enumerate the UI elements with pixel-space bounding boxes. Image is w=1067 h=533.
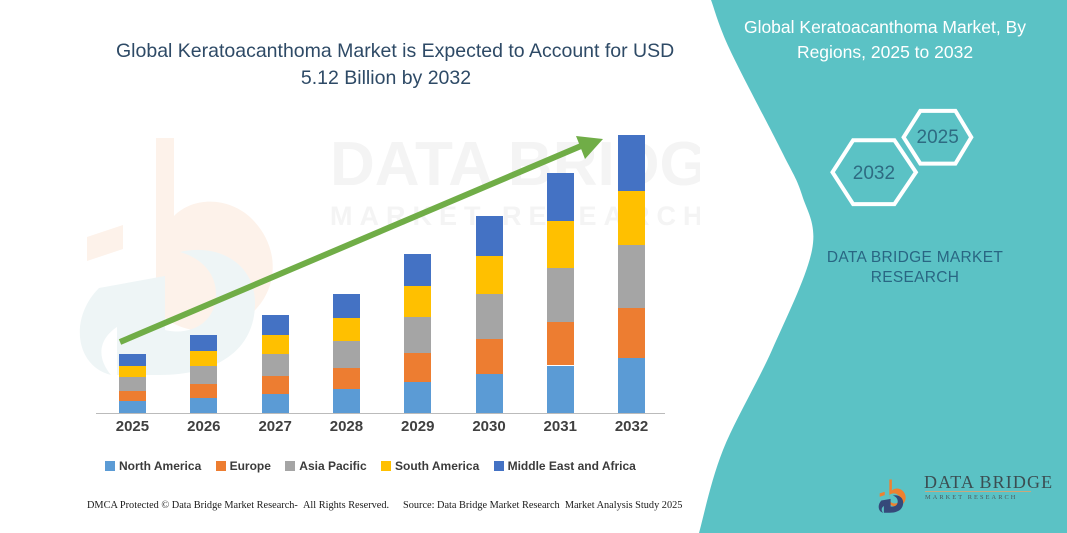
svg-text:2032: 2032 (853, 163, 895, 184)
svg-text:2025: 2025 (917, 127, 959, 148)
